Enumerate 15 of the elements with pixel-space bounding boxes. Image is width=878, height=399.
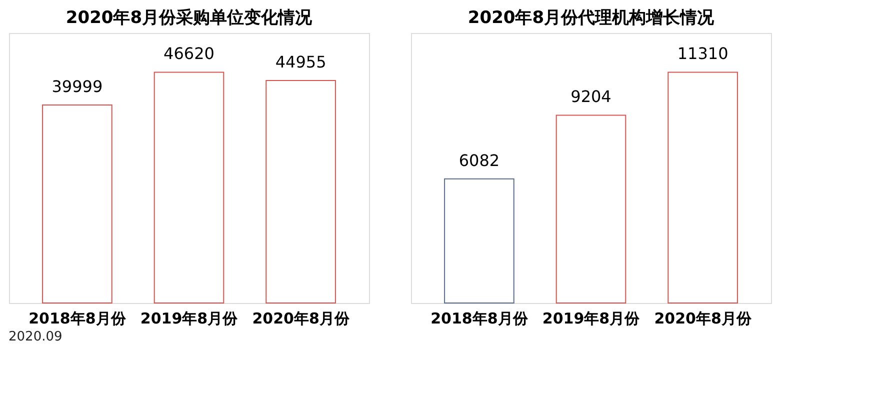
data-label: 46620: [164, 44, 214, 64]
x-tick-label: 2018年8月份: [430, 310, 529, 328]
x-tick-label: 2020年8月份: [252, 310, 350, 328]
chart-title: 2020年8月份代理机构增长情况: [468, 8, 716, 28]
data-label: 39999: [52, 77, 103, 96]
x-tick-label: 2018年8月份: [28, 310, 127, 328]
text: 2020.09: [8, 330, 62, 344]
data-label: 6082: [458, 150, 500, 170]
x-tick-label: 2020年8月份: [654, 310, 752, 328]
chart-title: 2020年8月份采购单位变化情况: [66, 8, 314, 28]
x-tick-label: 2019年8月份: [542, 310, 641, 328]
data-label: 11310: [677, 44, 728, 64]
data-label: 44955: [275, 52, 326, 72]
x-tick-label: 2019年8月份: [140, 310, 239, 328]
data-label: 9204: [570, 87, 612, 106]
